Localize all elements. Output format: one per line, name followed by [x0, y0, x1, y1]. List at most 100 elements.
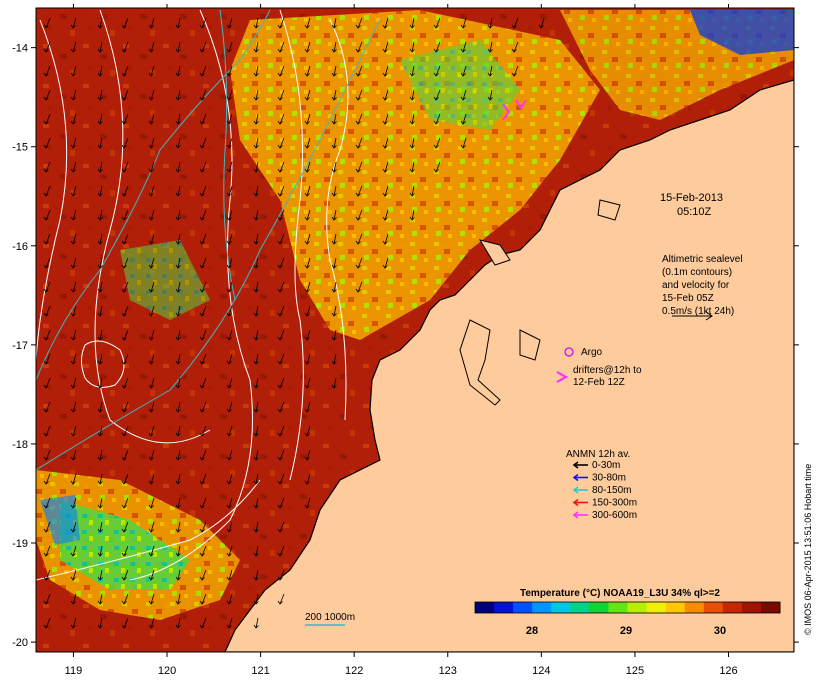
velocity-arrow — [201, 137, 207, 149]
velocity-arrowhead — [148, 360, 154, 365]
longitude-axis: 119 120 121 122 123 124 125 126 — [65, 4, 738, 677]
velocity-arrow — [45, 185, 51, 197]
velocity-arrow — [99, 449, 103, 461]
velocity-arrow — [228, 521, 233, 533]
velocity-arrow — [228, 89, 233, 101]
velocity-arrowhead — [226, 360, 232, 365]
velocity-arrow — [306, 185, 311, 197]
velocity-arrow — [306, 137, 311, 149]
velocity-arrow — [279, 233, 285, 245]
velocity-arrow — [72, 281, 77, 293]
velocity-arrowhead — [175, 48, 181, 53]
velocity-arrowhead — [277, 240, 283, 245]
lon-tick-label: 122 — [345, 665, 363, 677]
velocity-arrow — [306, 281, 311, 293]
velocity-arrowhead — [382, 96, 388, 101]
velocity-arrowhead — [97, 336, 103, 341]
velocity-arrow — [357, 113, 363, 125]
velocity-arrow — [279, 449, 285, 461]
velocity-arrowhead — [355, 240, 361, 245]
velocity-arrow — [201, 569, 207, 581]
drifter-markers — [502, 99, 527, 121]
velocity-arrow — [411, 65, 415, 77]
velocity-arrow — [462, 89, 467, 101]
velocity-arrowhead — [355, 120, 361, 125]
velocity-arrow — [150, 377, 155, 389]
velocity-arrowhead — [409, 24, 415, 29]
velocity-arrowhead — [304, 456, 310, 461]
anmn-legend-title: ANMN 12h av. — [566, 449, 630, 460]
velocity-arrow — [279, 401, 285, 413]
velocity-arrowhead — [331, 384, 337, 389]
velocity-arrowhead — [253, 480, 259, 485]
velocity-arrow — [99, 353, 103, 365]
velocity-arrowhead — [304, 240, 310, 245]
velocity-arrowhead — [277, 408, 283, 413]
velocity-arrowhead — [175, 552, 181, 557]
velocity-arrow — [123, 209, 129, 221]
velocity-arrowhead — [226, 384, 232, 389]
colorbar-swatch — [570, 602, 590, 613]
velocity-arrowhead — [277, 264, 283, 269]
velocity-scale-arrow-icon — [672, 311, 713, 321]
velocity-arrowhead — [331, 168, 337, 173]
lat-tick-label: -19 — [12, 538, 28, 550]
velocity-arrow — [357, 233, 363, 245]
velocity-arrowhead — [253, 552, 259, 557]
velocity-arrowhead — [277, 96, 283, 101]
velocity-arrow — [150, 89, 155, 101]
velocity-arrowhead — [277, 168, 283, 173]
lat-tick-label: -20 — [12, 637, 28, 649]
velocity-arrowhead — [304, 360, 310, 365]
velocity-arrow — [72, 257, 77, 269]
velocity-arrowhead — [226, 168, 232, 173]
velocity-arrowhead — [382, 216, 388, 221]
velocity-arrowhead — [433, 144, 439, 149]
velocity-arrow — [255, 401, 259, 413]
lon-tick-label: 123 — [439, 665, 457, 677]
velocity-arrowhead — [460, 48, 466, 53]
velocity-arrowhead — [304, 48, 310, 53]
drifters-line-2: 12-Feb 12Z — [573, 377, 625, 388]
velocity-arrowhead — [304, 336, 310, 341]
velocity-arrow — [150, 617, 155, 629]
velocity-arrowhead — [253, 96, 259, 101]
bathymetry-legend: 200 1000m — [305, 612, 355, 626]
velocity-arrow — [357, 17, 363, 29]
colorbar-swatch — [684, 602, 705, 613]
velocity-arrow — [357, 161, 363, 173]
lat-tick-label: -15 — [12, 142, 28, 154]
velocity-arrowhead — [277, 456, 283, 461]
velocity-arrowhead — [226, 192, 232, 197]
velocity-arrow — [513, 41, 519, 53]
anmn-legend-arrowhead-icon — [572, 498, 579, 507]
velocity-arrow — [99, 329, 103, 341]
drifters-line-1: drifters@12h to — [573, 365, 642, 376]
velocity-arrowhead — [304, 264, 310, 269]
velocity-arrowhead — [43, 120, 49, 125]
velocity-arrow — [435, 113, 441, 125]
velocity-arrow — [333, 17, 337, 29]
anmn-legend-arrowhead-icon — [572, 461, 579, 469]
velocity-arrow — [150, 281, 155, 293]
velocity-arrowhead — [460, 96, 466, 101]
velocity-arrowhead — [121, 264, 127, 269]
velocity-arrow — [99, 65, 103, 77]
velocity-arrow — [45, 401, 51, 413]
velocity-arrow — [201, 401, 207, 413]
velocity-arrowhead — [199, 312, 205, 317]
velocity-arrow — [228, 449, 233, 461]
velocity-arrow — [99, 305, 103, 317]
colorbar-swatch — [665, 602, 686, 613]
velocity-arrowhead — [277, 336, 283, 341]
velocity-arrow — [306, 113, 311, 125]
velocity-arrowhead — [277, 360, 283, 365]
velocity-arrowhead — [148, 624, 154, 629]
velocity-arrowhead — [304, 120, 310, 125]
velocity-arrowhead — [226, 264, 232, 269]
velocity-arrowhead — [148, 528, 154, 533]
colorbar-swatch — [551, 602, 571, 613]
velocity-arrowhead — [175, 576, 181, 581]
velocity-arrow — [201, 161, 207, 173]
velocity-arrowhead — [487, 72, 493, 77]
